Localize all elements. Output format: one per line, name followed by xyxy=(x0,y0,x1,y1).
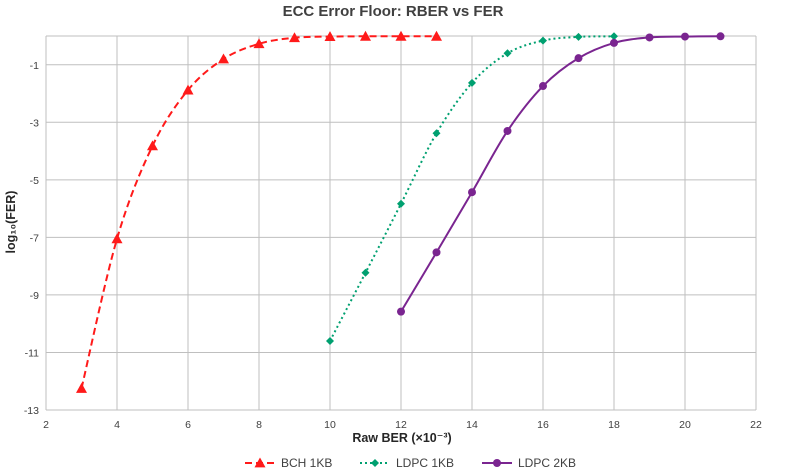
x-axis-ticks: 2 4 6 8 10 12 14 16 18 20 22 xyxy=(43,419,762,431)
data-point xyxy=(360,30,371,41)
x-tick-label: 10 xyxy=(324,419,336,431)
data-point xyxy=(574,32,583,41)
x-tick-label: 14 xyxy=(466,419,478,431)
data-point xyxy=(539,82,547,91)
series-2 xyxy=(326,32,618,345)
legend-label: LDPC 1KB xyxy=(396,456,454,470)
data-point xyxy=(432,248,441,257)
y-tick-label: -11 xyxy=(25,347,40,359)
y-tick-label: -13 xyxy=(24,405,39,417)
series-1 xyxy=(76,30,442,393)
data-point xyxy=(574,54,583,63)
legend-item-3: LDPC 2KB xyxy=(482,456,576,470)
gridlines xyxy=(45,35,757,411)
y-tick-label: -1 xyxy=(30,60,39,72)
x-tick-label: 16 xyxy=(537,419,549,431)
data-point xyxy=(716,32,725,41)
data-point xyxy=(645,33,654,42)
y-tick-label: -3 xyxy=(30,117,39,129)
data-point xyxy=(326,336,334,345)
legend-marker xyxy=(254,457,266,468)
data-point xyxy=(468,78,476,87)
x-tick-label: 20 xyxy=(679,419,691,431)
legend-marker xyxy=(371,459,379,467)
y-tick-label: -9 xyxy=(30,290,39,302)
series-line xyxy=(329,35,615,342)
data-point xyxy=(610,38,618,47)
x-tick-label: 2 xyxy=(43,419,49,431)
x-axis-label: Raw BER (×10⁻³) xyxy=(352,431,451,445)
x-tick-label: 22 xyxy=(750,419,762,431)
legend-marker xyxy=(493,459,501,467)
data-point xyxy=(431,30,442,41)
x-tick-label: 12 xyxy=(395,419,407,431)
data-point xyxy=(610,32,618,41)
series-3 xyxy=(397,32,725,316)
data-point xyxy=(147,140,158,151)
legend: BCH 1KB LDPC 1KB LDPC 2KB xyxy=(245,456,576,470)
data-point xyxy=(503,49,512,58)
data-point xyxy=(76,382,87,393)
data-point xyxy=(361,268,370,277)
data-point xyxy=(218,53,229,64)
legend-item-1: BCH 1KB xyxy=(245,456,332,470)
series-line xyxy=(80,35,437,389)
data-point xyxy=(432,129,441,138)
data-point xyxy=(397,307,405,316)
data-point xyxy=(395,30,407,41)
x-tick-label: 18 xyxy=(608,419,620,431)
x-tick-label: 6 xyxy=(185,419,191,431)
data-point xyxy=(182,84,194,95)
x-tick-label: 4 xyxy=(114,419,120,431)
series-line xyxy=(400,35,721,313)
y-tick-label: -5 xyxy=(30,175,39,187)
data-series xyxy=(76,30,725,393)
data-point xyxy=(324,31,336,41)
data-point xyxy=(289,32,300,43)
data-point xyxy=(681,32,689,41)
data-point xyxy=(468,188,476,197)
legend-label: LDPC 2KB xyxy=(518,456,576,470)
y-axis-label: log₁₀(FER) xyxy=(4,191,18,254)
data-point xyxy=(253,38,265,49)
x-tick-label: 8 xyxy=(256,419,262,431)
legend-item-2: LDPC 1KB xyxy=(360,456,454,470)
legend-label: BCH 1KB xyxy=(281,456,332,470)
data-point xyxy=(397,199,405,208)
y-axis-ticks: -1 -3 -5 -7 -9 -11 -13 xyxy=(24,60,39,417)
data-point xyxy=(539,36,547,45)
data-point xyxy=(503,126,512,135)
y-tick-label: -7 xyxy=(30,232,39,244)
chart-title: ECC Error Floor: RBER vs FER xyxy=(283,3,504,20)
data-point xyxy=(111,233,123,244)
